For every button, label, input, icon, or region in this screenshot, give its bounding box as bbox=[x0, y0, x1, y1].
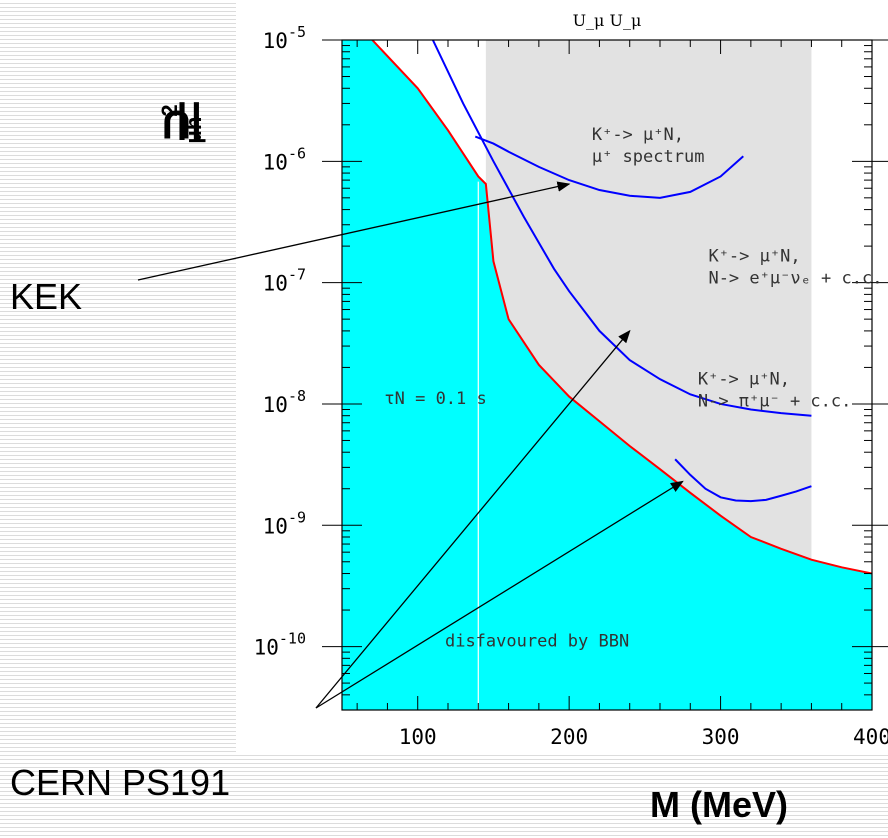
cern-ps191-label: CERN PS191 bbox=[10, 762, 231, 803]
y-axis-label: |U μh | 2 bbox=[157, 102, 206, 147]
x-axis-label: M (MeV) bbox=[650, 784, 788, 825]
y-tick-label: 10-8 bbox=[263, 387, 306, 417]
bbn-disfavoured-region bbox=[342, 40, 872, 710]
y-tick-label: 10-9 bbox=[263, 508, 306, 538]
series-line-1 bbox=[474, 135, 744, 199]
y-tick-label: 10-5 bbox=[263, 23, 306, 53]
slide-background-bottom bbox=[236, 752, 888, 838]
annotation-1: K⁺-> μ⁺N, μ⁺ spectrum bbox=[592, 125, 705, 167]
kek-arrow bbox=[137, 181, 571, 281]
x-tick-label: 400 bbox=[853, 725, 888, 749]
annotation-2: K⁺-> μ⁺N, N-> e⁺μ⁻νₑ + c.c. bbox=[708, 246, 882, 288]
y-tick-label: 10-10 bbox=[254, 630, 306, 660]
y-tick-label: 10-7 bbox=[263, 266, 306, 296]
chart-title: U_μ U_μ bbox=[573, 11, 642, 30]
annotation-4: τN = 0.1 s bbox=[384, 389, 486, 409]
series-line-3 bbox=[674, 458, 812, 503]
series-line-2 bbox=[431, 40, 812, 417]
cern-arrow-1 bbox=[315, 329, 631, 709]
plot-frame bbox=[341, 39, 873, 711]
slide-background-left bbox=[0, 0, 236, 838]
series-line-4 bbox=[371, 40, 872, 575]
y-tick-label: 10-6 bbox=[263, 144, 306, 174]
cern-arrow-2 bbox=[315, 480, 684, 709]
annotation-3: K⁺-> μ⁺N, N-> π⁺μ⁻ + c.c. bbox=[698, 369, 852, 411]
x-tick-label: 200 bbox=[550, 725, 588, 749]
x-tick-label: 300 bbox=[702, 725, 740, 749]
x-tick-label: 100 bbox=[399, 725, 437, 749]
annotation-5: disfavoured by BBN bbox=[445, 632, 629, 652]
kek-label: KEK bbox=[10, 276, 83, 317]
